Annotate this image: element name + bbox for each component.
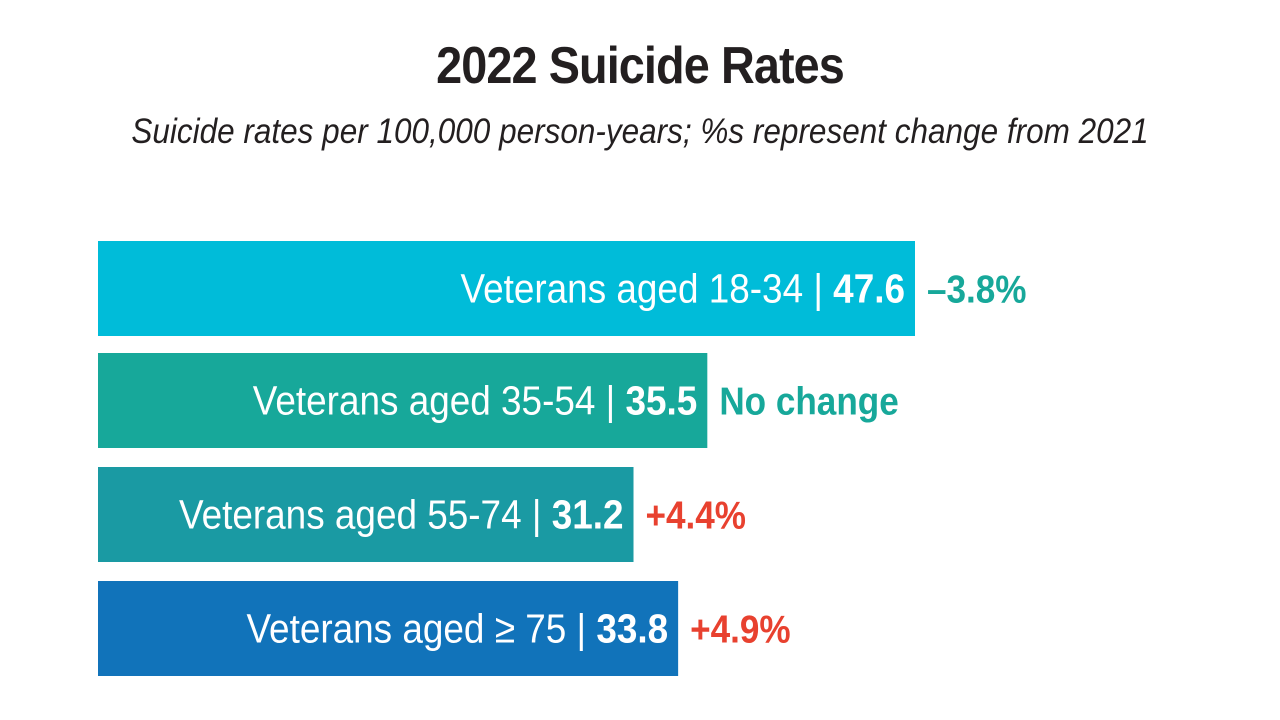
change-label-2: No change: [719, 379, 898, 423]
value-label: 47.6: [833, 267, 905, 312]
bar-label-1: Veterans aged 18-34 | 47.6: [461, 267, 905, 312]
value-label: 31.2: [552, 493, 624, 538]
value-label: 33.8: [596, 607, 668, 652]
value-label: 35.5: [626, 379, 698, 424]
category-label: Veterans aged ≥ 75 |: [246, 607, 596, 652]
category-label: Veterans aged 55-74 |: [179, 493, 552, 538]
bar-1: [98, 241, 915, 336]
bar-3: [98, 467, 634, 562]
bar-4: [98, 581, 679, 676]
change-label-3: +4.4%: [646, 493, 746, 537]
category-label: Veterans aged 18-34 |: [461, 267, 834, 312]
bar-label-2: Veterans aged 35-54 | 35.5: [253, 379, 697, 424]
change-label-1: –3.8%: [927, 267, 1027, 311]
change-label-4: +4.9%: [690, 607, 790, 651]
bar-label-3: Veterans aged 55-74 | 31.2: [179, 493, 623, 538]
category-label: Veterans aged 35-54 |: [253, 379, 626, 424]
bar-2: [98, 353, 708, 448]
chart-subtitle: Suicide rates per 100,000 person-years; …: [131, 112, 1149, 151]
chart-title: 2022 Suicide Rates: [436, 37, 845, 95]
bar-label-4: Veterans aged ≥ 75 | 33.8: [246, 607, 668, 652]
